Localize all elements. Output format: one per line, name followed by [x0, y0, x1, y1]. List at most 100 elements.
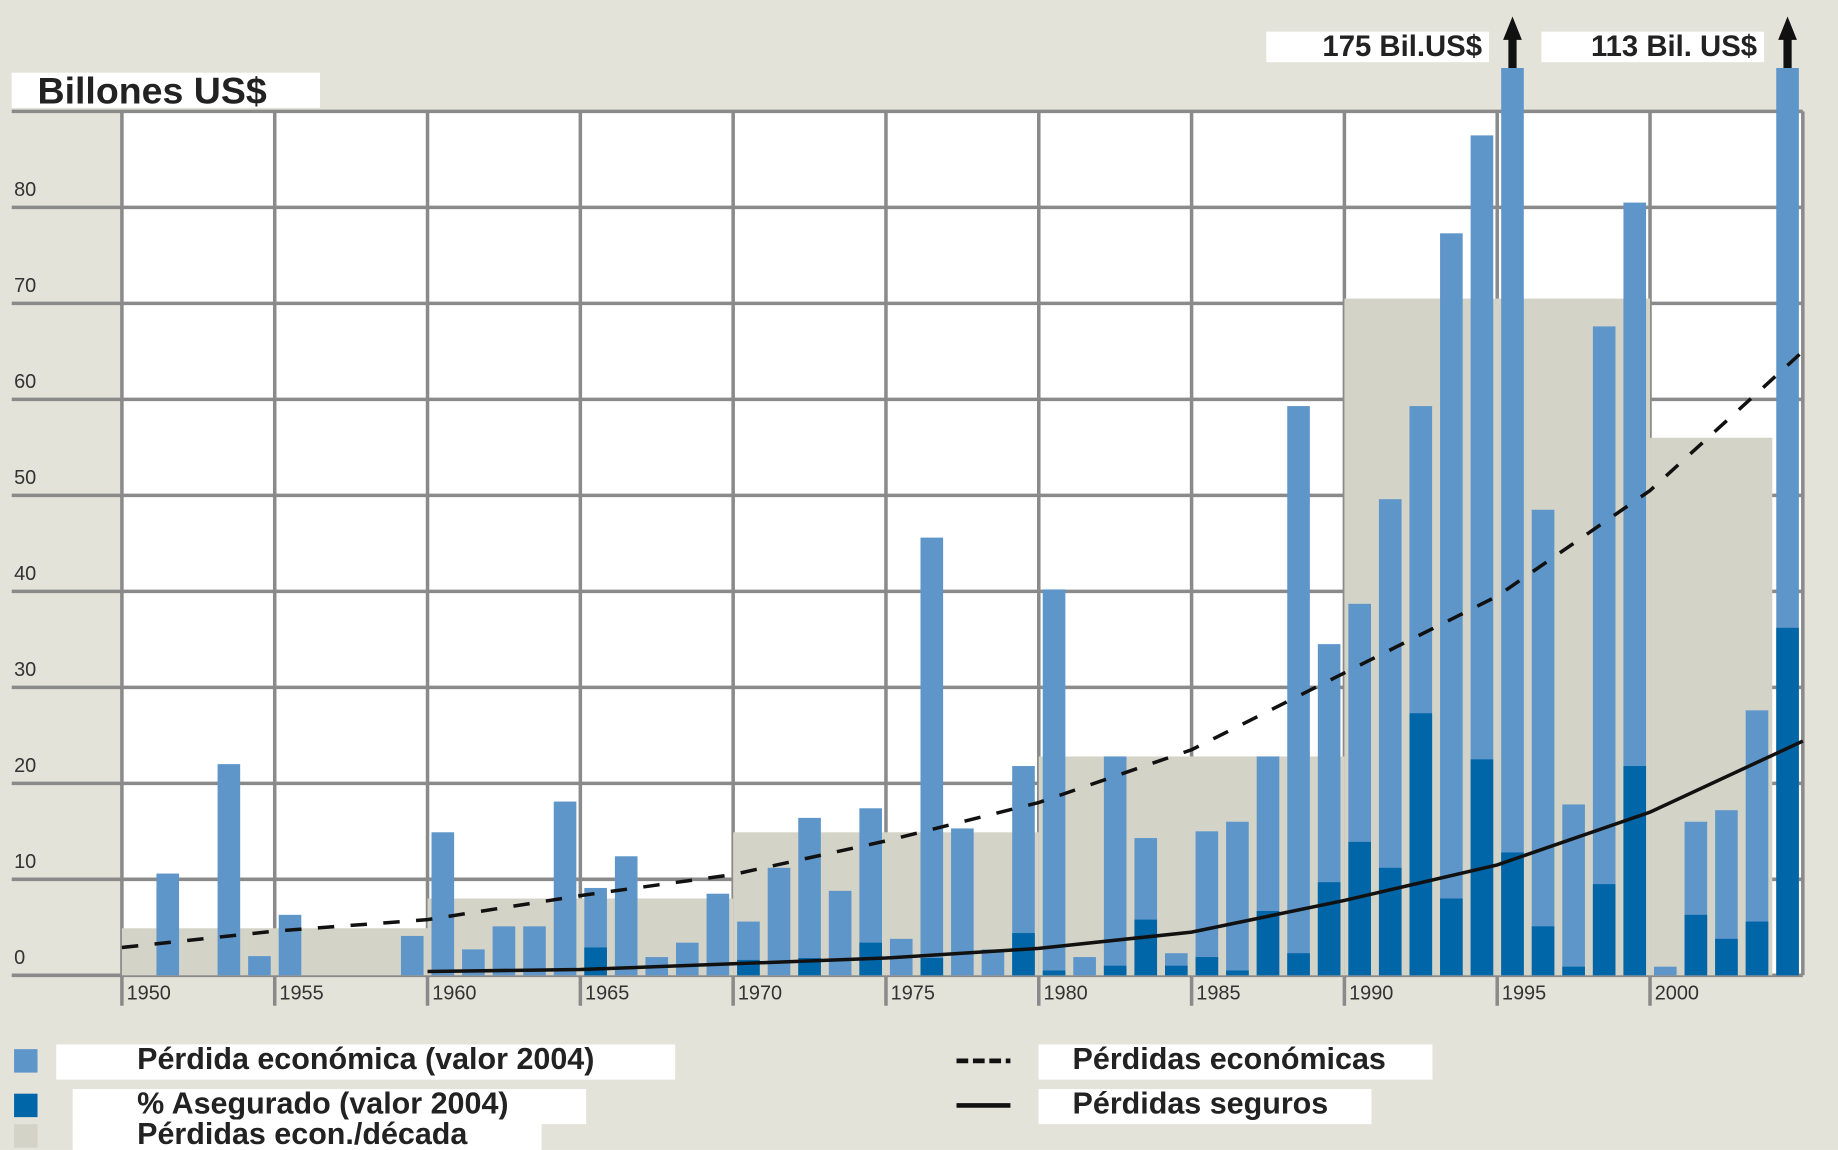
- value-label-box: [1266, 31, 1490, 63]
- economic-bar: [1042, 589, 1066, 976]
- economic-bar: [217, 764, 241, 976]
- legend-label: Pérdidas seguros: [1073, 1086, 1329, 1120]
- insured-bar: [1012, 933, 1035, 976]
- value-label: 175 Bil.US$: [1322, 30, 1482, 63]
- economic-bar: [859, 808, 882, 976]
- x-tick-label: 1990: [1349, 982, 1393, 1004]
- legend-text-box: [1038, 1089, 1372, 1125]
- x-tick-label: 1995: [1502, 982, 1546, 1004]
- insured-bar: [1409, 713, 1433, 976]
- bars: [156, 68, 1799, 976]
- economic-bar: [1012, 766, 1035, 976]
- economic-bar: [614, 856, 638, 976]
- economic-bar: [1287, 406, 1310, 976]
- x-tick-label: 1965: [585, 982, 629, 1004]
- legend-text-box: [72, 1119, 542, 1150]
- y-axis-label: Billones US$: [38, 70, 267, 112]
- x-tick-label: 1960: [432, 982, 476, 1004]
- economic-bar: [1501, 68, 1524, 976]
- economic-bar: [1195, 831, 1219, 976]
- x-tick-label: 1970: [738, 982, 782, 1004]
- trend-lines: [121, 350, 1805, 974]
- economic-bar: [706, 893, 730, 976]
- insured-bar: [1103, 965, 1127, 976]
- legend: Pérdida económica (valor 2004) % Asegurad…: [14, 1042, 1433, 1150]
- economic-bar: [278, 914, 302, 976]
- value-label-box: [1541, 31, 1765, 63]
- economic-bar: [828, 890, 852, 976]
- insured-bar: [1776, 627, 1799, 976]
- y-tick-label: 40: [14, 563, 36, 585]
- y-tick-label: 50: [14, 467, 36, 489]
- legend-swatch: [14, 1124, 38, 1148]
- economic-bar: [1745, 710, 1769, 976]
- y-tick-label: 60: [14, 371, 36, 393]
- x-tick-label: 1975: [891, 982, 935, 1004]
- economic-bar: [248, 956, 271, 976]
- insured-bar: [1715, 938, 1738, 976]
- economic-bar: [920, 537, 944, 976]
- insured-bar: [1378, 867, 1402, 976]
- x-tick-label: 1980: [1043, 982, 1087, 1004]
- economic-bar: [798, 817, 821, 976]
- x-tick-label: 2000: [1655, 982, 1699, 1004]
- insured-bar: [1317, 882, 1341, 976]
- legend-swatch: [14, 1049, 38, 1073]
- economic-bar: [951, 828, 974, 976]
- legend-label: Pérdidas económicas: [1073, 1042, 1386, 1076]
- economic-bar: [1531, 509, 1555, 976]
- economic-bar: [676, 942, 699, 976]
- value-label: 113 Bil. US$: [1591, 30, 1757, 63]
- legend-text-box: [56, 1044, 676, 1080]
- x-tick-label: 1985: [1196, 982, 1240, 1004]
- economic-bar: [767, 867, 791, 976]
- economic-bar: [492, 926, 516, 976]
- y-tick-label: 70: [14, 275, 36, 297]
- insured-bar: [1592, 884, 1616, 976]
- economic-bar: [1226, 821, 1249, 976]
- economic-bar: [1592, 326, 1616, 976]
- insured-bar: [1195, 957, 1219, 976]
- insured-bar: [1226, 970, 1249, 976]
- economic-bar: [1073, 957, 1096, 976]
- insured-bar: [1440, 898, 1463, 976]
- insured-bar: [1348, 841, 1371, 976]
- insured-bar: [1745, 921, 1769, 976]
- x-tick-label: 1955: [279, 982, 323, 1004]
- economic-bar: [431, 832, 455, 976]
- y-tick-label: 80: [14, 179, 36, 201]
- economic-bar: [1653, 966, 1677, 976]
- insured-bar: [1562, 966, 1585, 976]
- insured-bar: [1501, 852, 1524, 976]
- economic-bar: [1562, 804, 1585, 976]
- overflow-arrow-head: [1503, 16, 1522, 40]
- economic-bar: [462, 949, 485, 976]
- overflow-arrow-head: [1778, 16, 1797, 40]
- insured-bar: [1287, 953, 1310, 976]
- y-tick-label: 30: [14, 659, 36, 681]
- insured-bar: [1684, 914, 1708, 976]
- legend-label: Pérdida económica (valor 2004): [137, 1042, 594, 1076]
- legend-text-box: [72, 1089, 587, 1125]
- economic-bar: [400, 935, 424, 976]
- y-tick-label: 20: [14, 755, 36, 777]
- legend-label: Pérdidas econ./década: [137, 1117, 468, 1150]
- insured-bar: [920, 958, 944, 976]
- legend-swatch: [14, 1093, 38, 1118]
- economic-bar: [1378, 499, 1402, 976]
- economic-bar: [553, 801, 577, 976]
- y-tick-label: 0: [14, 947, 25, 969]
- insured-bar: [1531, 926, 1555, 976]
- y-tick-label: 10: [14, 851, 36, 873]
- economic-bar: [523, 926, 546, 976]
- insured-trend-line: [427, 739, 1804, 974]
- insured-bar: [1623, 766, 1647, 976]
- insured-bar: [1164, 965, 1188, 976]
- y-label-box: [11, 72, 321, 108]
- legend-label: % Asegurado (valor 2004): [137, 1086, 508, 1120]
- economic-bar: [1715, 810, 1738, 976]
- economic-bar: [981, 949, 1005, 976]
- labels: 0 10 20 30 40 50 60 70 80 1950 1955 1960 1965 1970 197…: [14, 16, 1797, 1004]
